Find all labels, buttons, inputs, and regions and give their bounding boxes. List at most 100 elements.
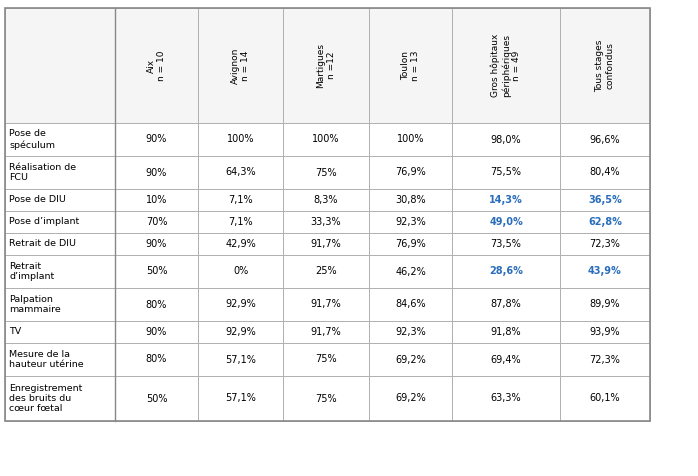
Text: 100%: 100%: [312, 135, 340, 145]
Text: Gros hôpitaux
périphériques
n = 49: Gros hôpitaux périphériques n = 49: [491, 34, 521, 97]
Bar: [115, 233, 198, 255]
Bar: [452, 255, 560, 288]
Text: 63,3%: 63,3%: [491, 394, 521, 404]
Text: 70%: 70%: [146, 217, 168, 227]
Bar: [5, 233, 115, 255]
Text: Enregistrement
des bruits du
cœur fœtal: Enregistrement des bruits du cœur fœtal: [9, 384, 82, 413]
Bar: [369, 123, 452, 156]
Bar: [452, 343, 560, 376]
Bar: [115, 156, 198, 189]
Bar: [560, 211, 650, 233]
Bar: [560, 156, 650, 189]
Bar: [369, 233, 452, 255]
Text: 76,9%: 76,9%: [395, 239, 426, 249]
Bar: [369, 255, 452, 288]
Bar: [452, 376, 560, 421]
Bar: [369, 156, 452, 189]
Text: 69,4%: 69,4%: [491, 355, 521, 365]
Bar: [198, 156, 283, 189]
Bar: [369, 189, 452, 211]
Text: TV: TV: [9, 327, 21, 337]
Text: 72,3%: 72,3%: [590, 239, 621, 249]
Bar: [5, 321, 115, 343]
Text: 10%: 10%: [146, 195, 168, 205]
Text: 7,1%: 7,1%: [228, 217, 253, 227]
Text: 43,9%: 43,9%: [588, 267, 622, 277]
Bar: [369, 211, 452, 233]
Bar: [115, 321, 198, 343]
Bar: [198, 288, 283, 321]
Text: 87,8%: 87,8%: [491, 299, 521, 309]
Text: 90%: 90%: [146, 135, 168, 145]
Bar: [283, 233, 369, 255]
Bar: [452, 321, 560, 343]
Bar: [283, 211, 369, 233]
Text: 25%: 25%: [315, 267, 337, 277]
Text: 91,7%: 91,7%: [311, 327, 341, 337]
Bar: [115, 343, 198, 376]
Text: 0%: 0%: [233, 267, 248, 277]
Bar: [560, 343, 650, 376]
Text: Retrait de DIU: Retrait de DIU: [9, 239, 76, 248]
Bar: [198, 8, 283, 123]
Text: 100%: 100%: [396, 135, 424, 145]
Bar: [283, 376, 369, 421]
Text: 14,3%: 14,3%: [489, 195, 523, 205]
Bar: [115, 211, 198, 233]
Bar: [283, 288, 369, 321]
Text: 84,6%: 84,6%: [395, 299, 426, 309]
Bar: [283, 123, 369, 156]
Text: 36,5%: 36,5%: [588, 195, 622, 205]
Text: 90%: 90%: [146, 168, 168, 178]
Text: 8,3%: 8,3%: [313, 195, 339, 205]
Text: 92,3%: 92,3%: [395, 327, 426, 337]
Bar: [198, 376, 283, 421]
Text: 75%: 75%: [315, 355, 337, 365]
Bar: [115, 255, 198, 288]
Text: 57,1%: 57,1%: [225, 394, 256, 404]
Bar: [560, 255, 650, 288]
Bar: [283, 321, 369, 343]
Text: 28,6%: 28,6%: [489, 267, 523, 277]
Text: 75,5%: 75,5%: [491, 168, 521, 178]
Bar: [452, 211, 560, 233]
Bar: [560, 376, 650, 421]
Text: 80%: 80%: [146, 299, 168, 309]
Bar: [560, 8, 650, 123]
Text: 49,0%: 49,0%: [489, 217, 523, 227]
Text: Palpation
mammaire: Palpation mammaire: [9, 295, 61, 314]
Text: Réalisation de
FCU: Réalisation de FCU: [9, 163, 76, 182]
Text: 30,8%: 30,8%: [395, 195, 426, 205]
Bar: [452, 233, 560, 255]
Text: 50%: 50%: [146, 267, 168, 277]
Bar: [198, 343, 283, 376]
Bar: [5, 156, 115, 189]
Text: 80,4%: 80,4%: [590, 168, 621, 178]
Bar: [198, 255, 283, 288]
Text: 7,1%: 7,1%: [228, 195, 253, 205]
Bar: [369, 321, 452, 343]
Bar: [5, 211, 115, 233]
Bar: [5, 8, 650, 421]
Text: 92,9%: 92,9%: [225, 299, 256, 309]
Bar: [369, 8, 452, 123]
Bar: [560, 233, 650, 255]
Bar: [115, 288, 198, 321]
Text: 69,2%: 69,2%: [395, 394, 426, 404]
Bar: [5, 288, 115, 321]
Bar: [283, 156, 369, 189]
Bar: [452, 156, 560, 189]
Text: 100%: 100%: [227, 135, 254, 145]
Bar: [452, 288, 560, 321]
Text: 72,3%: 72,3%: [590, 355, 621, 365]
Text: 33,3%: 33,3%: [311, 217, 341, 227]
Text: 91,7%: 91,7%: [311, 299, 341, 309]
Bar: [115, 376, 198, 421]
Bar: [560, 123, 650, 156]
Bar: [5, 255, 115, 288]
Bar: [115, 8, 198, 123]
Bar: [198, 321, 283, 343]
Text: 50%: 50%: [146, 394, 168, 404]
Text: Pose de
spéculum: Pose de spéculum: [9, 129, 55, 149]
Text: Martigues
n =12: Martigues n =12: [316, 43, 336, 88]
